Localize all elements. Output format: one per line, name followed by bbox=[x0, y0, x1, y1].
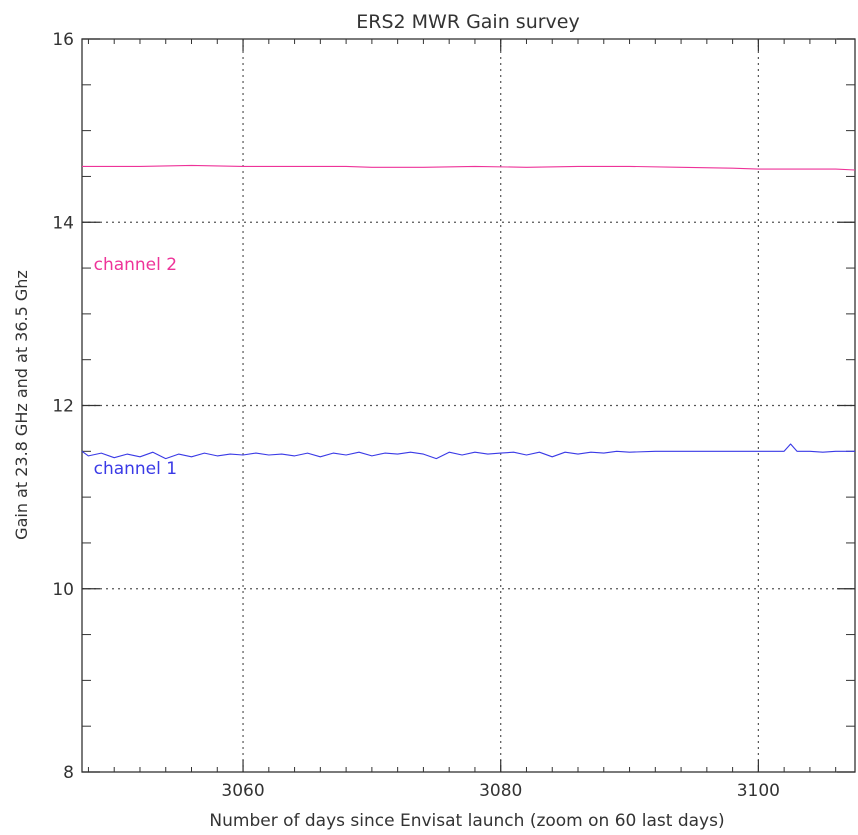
series-annotations: channel 2 channel 1 bbox=[94, 255, 178, 479]
x-tick-label: 3060 bbox=[221, 781, 264, 801]
y-axis-label: Gain at 23.8 GHz and at 36.5 Ghz bbox=[12, 270, 31, 540]
y-tick-label: 10 bbox=[52, 580, 74, 600]
series-lines bbox=[81, 164, 856, 460]
series-line-channel-2 bbox=[82, 164, 856, 171]
series-annotation: channel 1 bbox=[94, 459, 178, 479]
x-axis-label: Number of days since Envisat launch (zoo… bbox=[209, 811, 724, 831]
y-tick-label: 14 bbox=[52, 213, 74, 233]
grid-lines bbox=[82, 39, 855, 772]
y-tick-label: 12 bbox=[52, 397, 74, 417]
series-line-channel-1 bbox=[81, 443, 855, 460]
y-tick-label: 8 bbox=[63, 763, 74, 783]
series-annotation: channel 2 bbox=[94, 255, 178, 275]
x-tick-label: 3080 bbox=[479, 781, 522, 801]
axis-ticks: 3060 3080 3100 8 10 12 14 16 bbox=[52, 30, 855, 801]
x-tick-label: 3100 bbox=[737, 781, 780, 801]
chart-title: ERS2 MWR Gain survey bbox=[356, 11, 579, 33]
y-tick-label: 16 bbox=[52, 30, 74, 50]
